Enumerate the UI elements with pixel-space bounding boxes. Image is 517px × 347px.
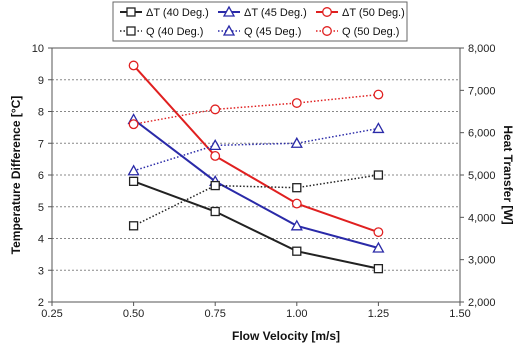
legend-entry: ΔT (45 Deg.) bbox=[218, 5, 307, 19]
legend-marker bbox=[322, 26, 332, 36]
legend: ΔT (40 Deg.) ΔT (45 Deg.) ΔT (50 Deg.) Q (4… bbox=[112, 1, 408, 42]
series-3 bbox=[128, 170, 384, 231]
legend-marker bbox=[222, 5, 236, 17]
y-left-tick-label: 6 bbox=[38, 170, 44, 182]
data-point bbox=[372, 241, 385, 253]
data-point bbox=[210, 104, 221, 115]
legend-entry: Q (50 Deg.) bbox=[316, 26, 399, 38]
x-tick-label: 0.75 bbox=[204, 308, 225, 320]
axis-ticks: 0.25 0.50 0.75 1.00 1.25 1.50 2 3 4 5 6 7 8 9 10 2,000 3… bbox=[32, 43, 496, 320]
series-line bbox=[132, 64, 379, 234]
data-point bbox=[127, 164, 140, 176]
data-point bbox=[372, 122, 385, 134]
legend-entry: Q (45 Deg.) bbox=[218, 24, 301, 38]
y-left-tick-label: 3 bbox=[38, 265, 44, 277]
data-point bbox=[292, 183, 302, 193]
data-point bbox=[128, 119, 139, 130]
y-right-tick-label: 4,000 bbox=[468, 212, 496, 224]
legend-label: ΔT (45 Deg.) bbox=[244, 7, 307, 19]
data-point bbox=[209, 139, 222, 151]
data-point bbox=[210, 150, 221, 161]
gridlines bbox=[52, 79, 460, 271]
data-point bbox=[128, 176, 139, 187]
legend-label: Q (45 Deg.) bbox=[244, 26, 301, 38]
data-point bbox=[291, 98, 302, 108]
x-tick-label: 0.50 bbox=[123, 308, 144, 320]
x-tick-label: 1.25 bbox=[368, 308, 389, 320]
legend-marker bbox=[126, 26, 136, 36]
data-point bbox=[373, 227, 384, 238]
series-line bbox=[133, 174, 379, 227]
data-point bbox=[373, 89, 384, 100]
y-left-tick-label: 8 bbox=[38, 107, 44, 119]
legend-marker bbox=[322, 7, 332, 17]
legend-marker bbox=[222, 24, 236, 36]
y-right-tick-label: 8,000 bbox=[468, 43, 496, 55]
legend-marker bbox=[126, 7, 136, 17]
y-left-tick-label: 9 bbox=[38, 75, 44, 87]
legend-label: Q (40 Deg.) bbox=[146, 26, 203, 38]
y-left-tick-label: 7 bbox=[38, 138, 44, 150]
series-line bbox=[132, 118, 379, 249]
series-line bbox=[133, 180, 379, 270]
data-point bbox=[210, 180, 220, 191]
series-2 bbox=[128, 60, 384, 238]
data-point bbox=[290, 136, 303, 148]
legend-entry: Q (40 Deg.) bbox=[120, 26, 203, 38]
series-line bbox=[133, 93, 379, 125]
legend-label: ΔT (50 Deg.) bbox=[342, 7, 405, 19]
data-point bbox=[290, 219, 303, 231]
legend-frame bbox=[112, 1, 408, 42]
y-right-axis-title: Heat Transfer [W] bbox=[501, 125, 515, 224]
y-right-tick-label: 2,000 bbox=[468, 297, 496, 309]
data-point bbox=[292, 246, 302, 256]
series-layer bbox=[127, 60, 385, 274]
x-tick-label: 1.50 bbox=[449, 308, 470, 320]
data-point bbox=[373, 170, 384, 180]
x-axis-title: Flow Velocity [m/s] bbox=[232, 329, 340, 343]
x-tick-label: 1.00 bbox=[286, 308, 307, 320]
y-right-tick-label: 3,000 bbox=[468, 255, 496, 267]
y-right-tick-label: 7,000 bbox=[468, 85, 496, 97]
legend-label: ΔT (40 Deg.) bbox=[146, 7, 209, 19]
y-left-tick-label: 10 bbox=[32, 43, 44, 55]
y-left-tick-label: 4 bbox=[38, 234, 44, 246]
series-0 bbox=[128, 176, 384, 274]
y-left-tick-label: 2 bbox=[38, 297, 44, 309]
data-point bbox=[210, 206, 220, 217]
data-point bbox=[373, 264, 384, 274]
y-left-tick-label: 5 bbox=[38, 202, 44, 214]
series-5 bbox=[128, 89, 384, 130]
legend-label: Q (50 Deg.) bbox=[342, 26, 399, 38]
data-point bbox=[291, 198, 302, 209]
series-line bbox=[133, 127, 379, 172]
legend-entry: ΔT (40 Deg.) bbox=[120, 7, 209, 19]
y-left-axis-title: Temperature Difference [°C] bbox=[9, 96, 23, 255]
x-tick-label: 0.25 bbox=[41, 308, 62, 320]
y-right-tick-label: 6,000 bbox=[468, 128, 496, 140]
data-point bbox=[128, 60, 139, 71]
legend-entry: ΔT (50 Deg.) bbox=[316, 7, 405, 19]
y-right-tick-label: 5,000 bbox=[468, 170, 496, 182]
series-4 bbox=[127, 122, 385, 176]
data-point bbox=[128, 221, 139, 231]
